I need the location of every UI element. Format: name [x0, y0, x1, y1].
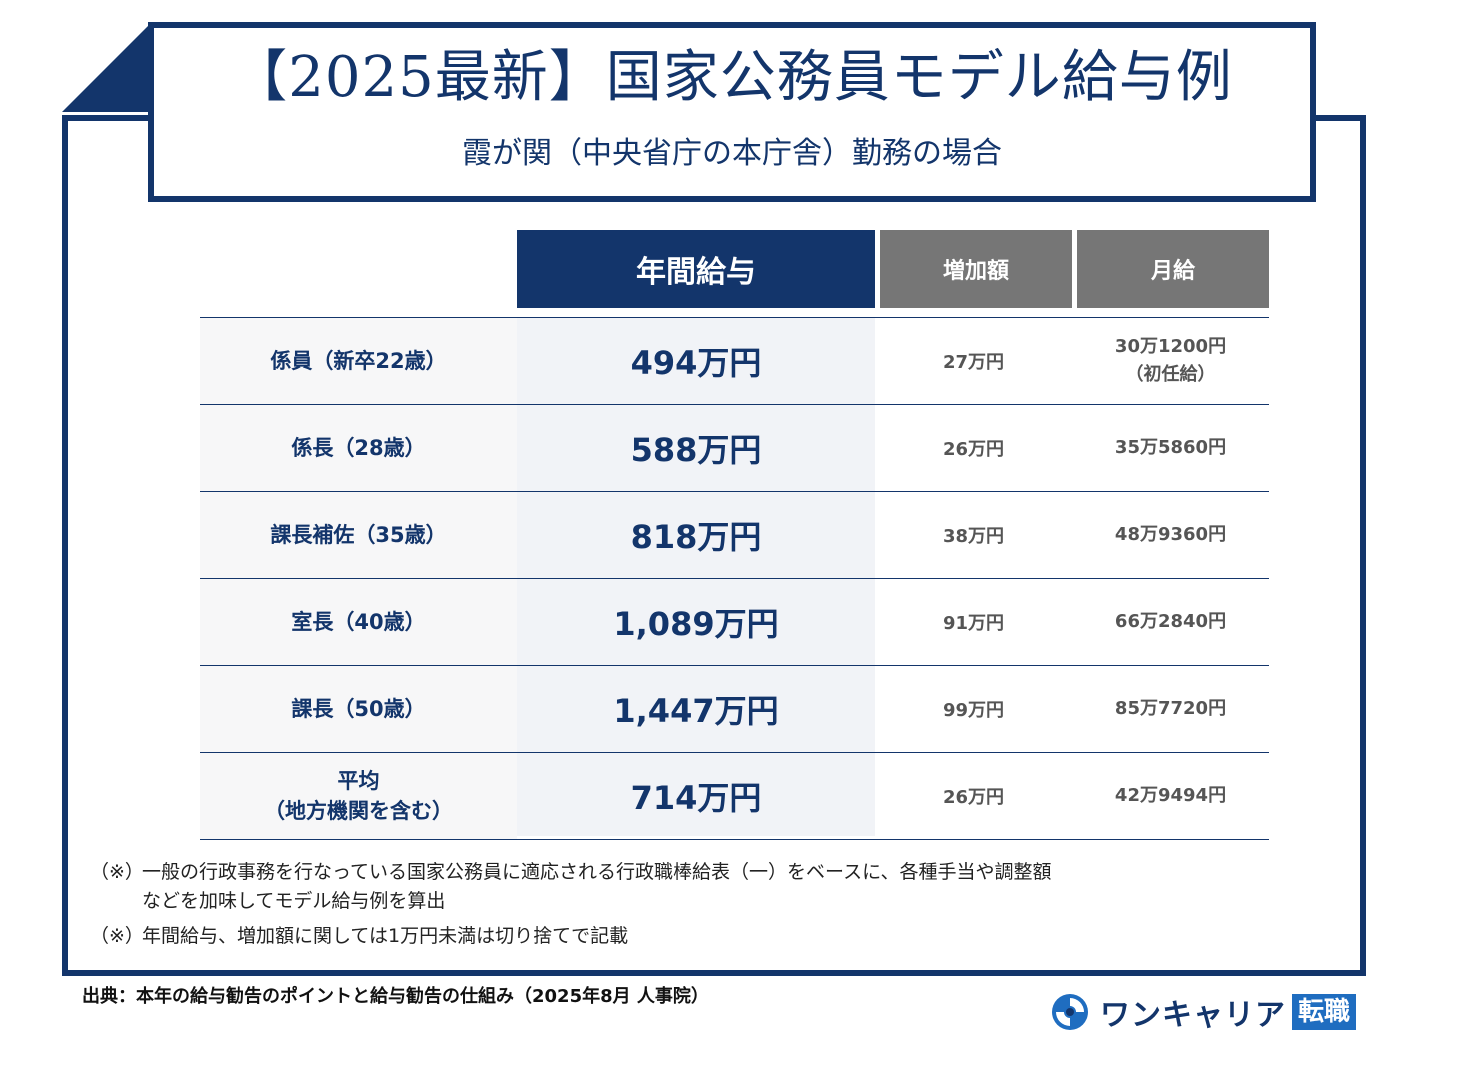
- footnotes: （※） 一般の行政事務を行なっている国家公務員に適応される行政職棒給表（一）をベ…: [90, 858, 1270, 957]
- annual-salary: 1,447万円: [613, 692, 779, 730]
- footnote-mark: （※）: [90, 925, 144, 947]
- row-label: 課長補佐（35歳）: [200, 492, 517, 578]
- row-label: 課長（50歳）: [200, 666, 517, 752]
- monthly-salary: 48万9360円: [1114, 524, 1227, 545]
- table-row: 係長（28歳） 588万円 26万円 35万5860円: [200, 404, 1269, 491]
- annual-salary: 714万円: [630, 779, 762, 817]
- increase-amount: 26万円: [942, 439, 1005, 460]
- monthly-note: （初任給）: [1125, 364, 1216, 385]
- table-row: 室長（40歳） 1,089万円 91万円 66万2840円: [200, 578, 1269, 665]
- table-row: 課長（50歳） 1,447万円 99万円 85万7720円: [200, 665, 1269, 752]
- row-label-line2: （地方機関を含む）: [264, 799, 453, 823]
- table-row: 係員（新卒22歳） 494万円 27万円 30万1200円 （初任給）: [200, 317, 1269, 404]
- footnote-text: 一般の行政事務を行なっている国家公務員に適応される行政職棒給表（一）をベースに、…: [142, 861, 1052, 883]
- monthly-salary: 42万9494円: [1114, 785, 1227, 806]
- footnote-text: 年間給与、増加額に関しては1万円未満は切り捨てで記載: [142, 925, 629, 947]
- increase-amount: 26万円: [942, 787, 1005, 808]
- title-box: 【2025最新】国家公務員モデル給与例 霞が関（中央省庁の本庁舎）勤務の場合: [148, 22, 1316, 202]
- row-label: 平均 （地方機関を含む）: [200, 753, 517, 839]
- increase-amount: 27万円: [942, 352, 1005, 373]
- corner-decoration: [62, 24, 150, 112]
- logo-name: ワンキャリア: [1100, 998, 1286, 1033]
- annual-salary: 1,089万円: [613, 605, 779, 643]
- row-label: 係員（新卒22歳）: [200, 318, 517, 404]
- swirl-logo-icon: [1052, 994, 1088, 1030]
- header-annual: 年間給与: [517, 230, 875, 308]
- annual-salary: 494万円: [630, 344, 762, 382]
- footnote: （※） 一般の行政事務を行なっている国家公務員に適応される行政職棒給表（一）をベ…: [90, 858, 1270, 916]
- monthly-value: 30万1200円: [1114, 336, 1227, 357]
- row-label-line1: 平均: [337, 769, 380, 793]
- table-row: 平均 （地方機関を含む） 714万円 26万円 42万9494円: [200, 752, 1269, 840]
- increase-amount: 91万円: [942, 613, 1005, 634]
- header-increase: 増加額: [880, 230, 1072, 308]
- table-row: 課長補佐（35歳） 818万円 38万円 48万9360円: [200, 491, 1269, 578]
- header-monthly: 月給: [1077, 230, 1269, 308]
- annual-salary: 818万円: [630, 518, 762, 556]
- page-title: 【2025最新】国家公務員モデル給与例: [231, 45, 1233, 110]
- increase-amount: 38万円: [942, 526, 1005, 547]
- row-label: 室長（40歳）: [200, 579, 517, 665]
- page-subtitle: 霞が関（中央省庁の本庁舎）勤務の場合: [462, 136, 1002, 171]
- increase-amount: 99万円: [942, 700, 1005, 721]
- annual-salary: 588万円: [630, 431, 762, 469]
- monthly-salary: 30万1200円 （初任給）: [1072, 318, 1269, 404]
- monthly-salary: 35万5860円: [1114, 437, 1227, 458]
- monthly-salary: 85万7720円: [1114, 698, 1227, 719]
- row-label: 係長（28歳）: [200, 405, 517, 491]
- brand-logo: ワンキャリア 転職: [1050, 992, 1357, 1033]
- footnote-text: などを加味してモデル給与例を算出: [142, 890, 446, 912]
- footnote: （※） 年間給与、増加額に関しては1万円未満は切り捨てで記載: [90, 922, 1270, 951]
- monthly-salary: 66万2840円: [1114, 611, 1227, 632]
- salary-table: 係員（新卒22歳） 494万円 27万円 30万1200円 （初任給） 係長（2…: [200, 317, 1269, 840]
- logo-badge: 転職: [1292, 994, 1357, 1030]
- footnote-mark: （※）: [90, 861, 144, 883]
- source-citation: 出典：本年の給与勧告のポイントと給与勧告の仕組み（2025年8月 人事院）: [82, 986, 709, 1007]
